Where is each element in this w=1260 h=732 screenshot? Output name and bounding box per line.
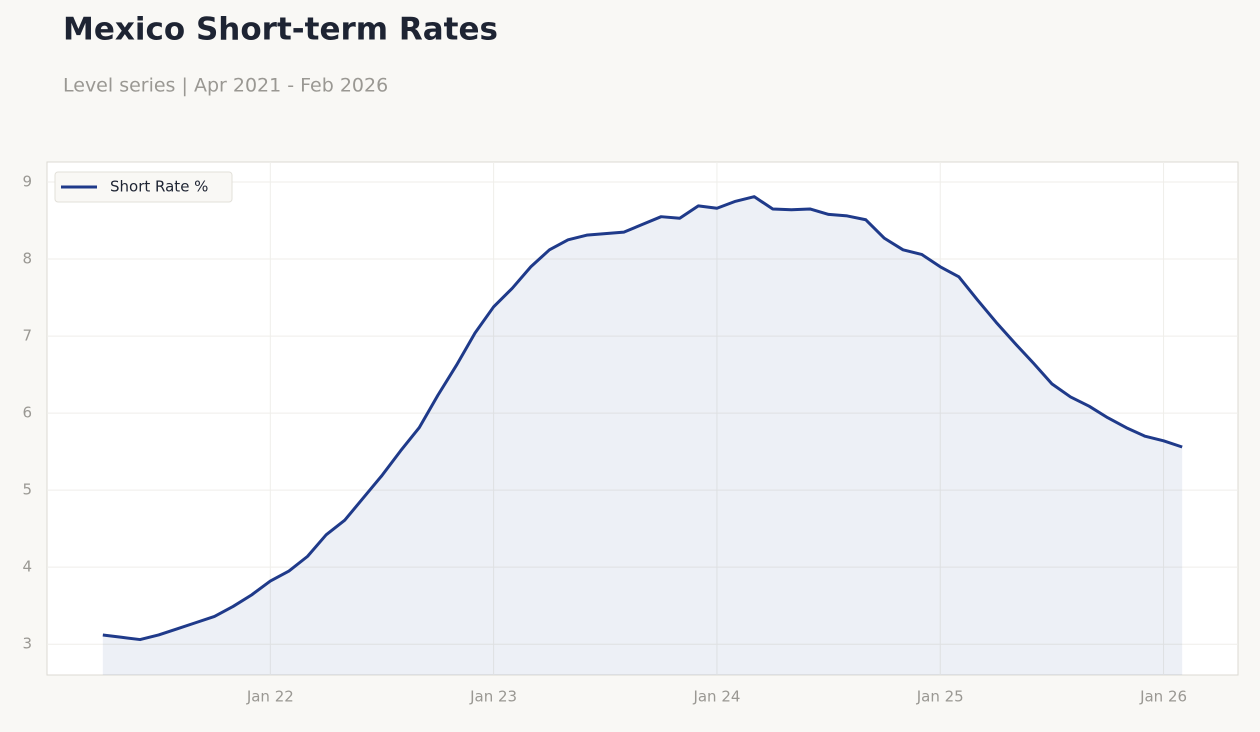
line (102, 195, 1183, 642)
plot-area (46, 161, 1239, 676)
chart-subtitle: Level series | Apr 2021 - Feb 2026 (63, 75, 388, 97)
x-tick-label: Jan 25 (916, 688, 964, 706)
legend-label: Short Rate % (110, 178, 208, 196)
area (102, 196, 1183, 675)
x-tick-label: Jan 23 (469, 688, 517, 706)
y-tick-label: 5 (22, 481, 32, 499)
chart-title: Mexico Short-term Rates (63, 12, 498, 48)
legend-box (54, 171, 233, 203)
y-tick-label: 6 (22, 404, 32, 422)
x-tick-label: Jan 22 (246, 688, 294, 706)
y-tick-label: 4 (22, 558, 32, 576)
y-tick-label: 7 (22, 327, 32, 345)
x-tick-label: Jan 24 (692, 688, 740, 706)
y-tick-label: 8 (22, 250, 32, 268)
x-tick-label: Jan 26 (1139, 688, 1187, 706)
y-tick-label: 9 (22, 173, 32, 191)
y-tick-label: 3 (22, 635, 32, 653)
